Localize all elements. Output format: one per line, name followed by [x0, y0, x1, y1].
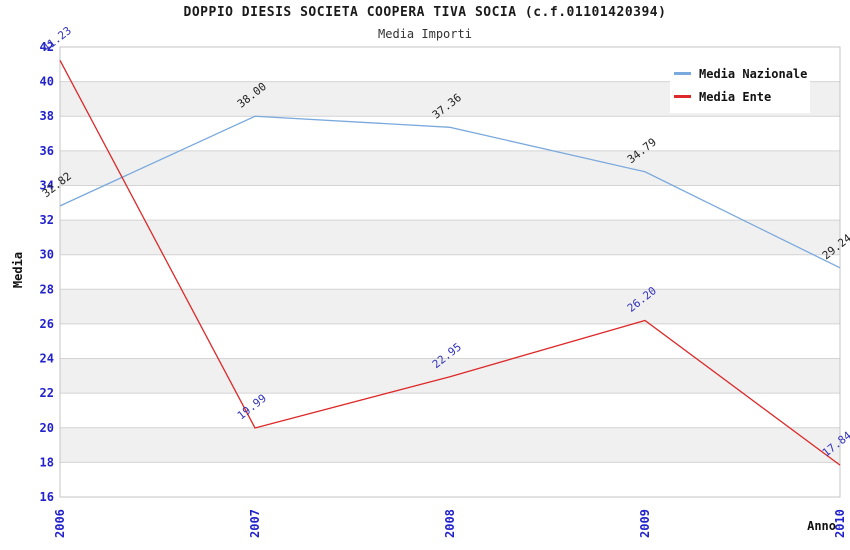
legend-swatch-red-line [674, 95, 691, 98]
x-tick-label: 2009 [638, 509, 652, 538]
y-tick-label: 34 [40, 178, 54, 192]
plot-band [60, 358, 840, 394]
legend-item-media-nazionale: Media Nazionale [674, 62, 810, 85]
chart-subtitle: Media Importi [378, 27, 472, 41]
y-tick-label: 26 [40, 317, 54, 331]
x-tick-label: 2010 [833, 509, 847, 538]
y-axis-title: Media [11, 252, 25, 288]
plot-band [60, 462, 840, 497]
y-tick-label: 18 [40, 455, 54, 469]
legend-item-media-ente: Media Ente [674, 85, 810, 108]
y-tick-label: 40 [40, 75, 54, 89]
y-tick-label: 20 [40, 421, 54, 435]
y-tick-label: 22 [40, 386, 54, 400]
series-line-media-nazionale [59, 115, 841, 269]
y-tick-label: 28 [40, 282, 54, 296]
plot-band [60, 150, 840, 186]
y-tick-label: 42 [40, 40, 54, 54]
y-tick-label: 24 [40, 352, 54, 366]
plot-band [60, 393, 840, 428]
plot-band [60, 116, 840, 151]
plot-band [60, 323, 840, 359]
y-tick-label: 32 [40, 213, 54, 227]
x-axis-title: Anno [807, 519, 836, 533]
plot-band [60, 427, 840, 463]
plot-band [60, 289, 840, 324]
chart-title: DOPPIO DIESIS SOCIETA COOPERA TIVA SOCIA… [183, 5, 667, 20]
legend-swatch-blue-line [674, 72, 691, 75]
x-tick-label: 2007 [248, 509, 262, 538]
legend-label: Media Nazionale [699, 66, 808, 81]
series-line-media-ente [59, 60, 841, 466]
y-tick-label: 36 [40, 144, 54, 158]
y-tick-label: 16 [40, 490, 54, 504]
chart-legend: Media Nazionale Media Ente [670, 57, 810, 113]
plot-border [59, 46, 841, 498]
plot-band [60, 220, 840, 255]
y-tick-label: 38 [40, 109, 54, 123]
y-tick-label: 30 [40, 248, 54, 262]
x-tick-label: 2006 [53, 509, 67, 538]
legend-label: Media Ente [699, 89, 772, 104]
plot-band [60, 185, 840, 221]
x-tick-label: 2008 [443, 509, 457, 538]
plot-band [60, 254, 840, 290]
